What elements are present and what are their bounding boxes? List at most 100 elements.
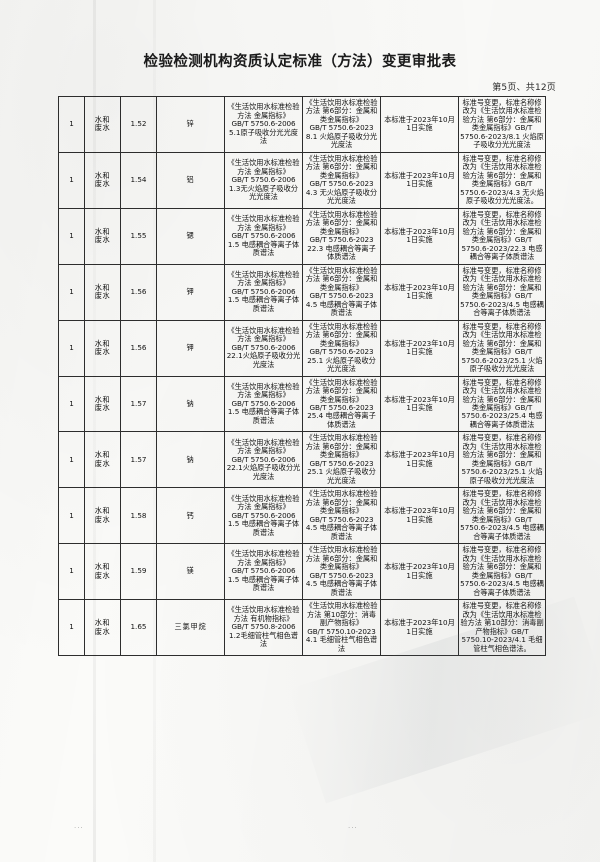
cell-parameter: 钾 — [156, 263, 225, 321]
cell-code: 1.56 — [120, 319, 157, 377]
old-standard-code: GB/T 5750.6-2006 — [231, 119, 296, 129]
new-standard-name: 《生活饮用水标准检验方法 第6部分：金属和类金属指标》 — [305, 377, 378, 404]
standards-change-table-wrap: 1 水和 废水 1.52 锌《生活饮用水标准检验方法 金属指标》 GB/T 5750.6-… — [58, 96, 546, 657]
bottom-smudge-center: ··· — [348, 824, 358, 832]
cell-seq: 1 — [58, 263, 85, 321]
cell-change-remark: 标准号变更，标准名称修改为《生活饮用水标准检验方法 第6部分：金属和类金属指标》… — [458, 431, 546, 489]
cell-parameter: 镁 — [156, 543, 225, 601]
cell-parameter: 钾 — [156, 319, 225, 377]
cell-implementation-date: 本标准于2023年10月1日实施 — [380, 263, 459, 321]
page-number-label: 第5页、共12页 — [492, 83, 556, 93]
cell-code: 1.57 — [120, 375, 157, 433]
old-standard-code: GB/T 5750.6-2006 — [231, 286, 296, 296]
old-standard-name: 《生活饮用水标准检验方法 金属指标》 — [227, 437, 300, 456]
cell-old-standard: 《生活饮用水标准检验方法 金属指标》 GB/T 5750.6-2006 1.5 电感… — [224, 263, 303, 321]
cell-code: 1.58 — [120, 487, 157, 545]
new-standard-code: GB/T 5750.10-2023 — [307, 626, 376, 636]
cell-code: 1.55 — [120, 207, 157, 265]
table-row: 1 水和 废水 1.54 铝《生活饮用水标准检验方法 金属指标》 GB/T 5750.6-… — [58, 151, 546, 209]
cell-old-standard: 《生活饮用水标准检验方法 金属指标》 GB/T 5750.6-2006 1.3无火焰… — [224, 151, 303, 209]
cell-implementation-date: 本标准于2023年10月1日实施 — [380, 431, 459, 489]
old-standard-code: GB/T 5750.6-2006 — [231, 566, 296, 576]
cell-old-standard: 《生活饮用水标准检验方法 金属指标》 GB/T 5750.6-2006 1.5 电感… — [224, 543, 303, 601]
cell-new-standard: 《生活饮用水标准检验方法 第10部分：消毒副产物指标》 GB/T 5750.10-… — [302, 599, 381, 657]
cell-change-remark: 标准号变更，标准名称修改为《生活饮用水标准检验方法 第6部分：金属和类金属指标》… — [458, 207, 546, 265]
cell-code: 1.54 — [120, 151, 157, 209]
new-standard-code: GB/T 5750.6-2023 — [309, 514, 374, 524]
cell-new-standard: 《生活饮用水标准检验方法 第6部分：金属和类金属指标》 GB/T 5750.6-2… — [302, 96, 381, 153]
cell-matrix: 水和 废水 — [84, 543, 121, 601]
table-body: 1 水和 废水 1.52 锌《生活饮用水标准检验方法 金属指标》 GB/T 5750.6-… — [58, 96, 546, 657]
cell-code: 1.56 — [120, 263, 157, 321]
new-standard-name: 《生活饮用水标准检验方法 第6部分：金属和类金属指标》 — [305, 265, 378, 292]
new-standard-code: GB/T 5750.6-2023 — [309, 123, 374, 133]
old-standard-name: 《生活饮用水标准检验方法 金属指标》 — [227, 325, 300, 344]
new-standard-clause: 25.1 火焰原子吸收分光光度法 — [307, 467, 376, 485]
cell-old-standard: 《生活饮用水标准检验方法 金属指标》 GB/T 5750.6-2006 5.1原子吸… — [224, 96, 303, 153]
cell-matrix: 水和 废水 — [84, 263, 121, 321]
table-row: 1 水和 废水 1.55 锶《生活饮用水标准检验方法 金属指标》 GB/T 5750.6-… — [58, 207, 546, 265]
cell-old-standard: 《生活饮用水标准检验方法 金属指标》 GB/T 5750.6-2006 1.5 电感… — [224, 487, 303, 545]
cell-change-remark: 标准号变更，标准名称修改为《生活饮用水标准检验方法 第6部分：金属和类金属指标》… — [458, 487, 546, 545]
cell-code: 1.59 — [120, 543, 157, 601]
standards-change-table: 1 水和 废水 1.52 锌《生活饮用水标准检验方法 金属指标》 GB/T 5750.6-… — [58, 96, 546, 657]
new-standard-clause: 4.1 毛细管柱气相色谱法 — [305, 635, 378, 653]
new-standard-code: GB/T 5750.6-2023 — [309, 570, 374, 580]
new-standard-code: GB/T 5750.6-2023 — [309, 347, 374, 357]
cell-seq: 1 — [58, 207, 85, 265]
table-row: 1 水和 废水 1.56 钾《生活饮用水标准检验方法 金属指标》 GB/T 5750.6-… — [58, 319, 546, 377]
cell-new-standard: 《生活饮用水标准检验方法 第6部分：金属和类金属指标》 GB/T 5750.6-2… — [302, 543, 381, 601]
cell-seq: 1 — [58, 375, 85, 433]
old-standard-clause: 1.5 电感耦合等离子体质谱法 — [227, 295, 300, 313]
new-standard-code: GB/T 5750.6-2023 — [309, 458, 374, 468]
new-standard-name: 《生活饮用水标准检验方法 第6部分：金属和类金属指标》 — [305, 98, 378, 124]
cell-seq: 1 — [58, 96, 85, 153]
old-standard-clause: 22.1火焰原子吸收分光光度法 — [226, 351, 301, 369]
cell-parameter: 锌 — [156, 96, 225, 153]
new-standard-clause: 4.5 电感耦合等离子体质谱法 — [305, 299, 378, 318]
old-standard-clause: 1.2毛细管柱气相色谱法 — [229, 630, 298, 649]
cell-matrix: 水和 废水 — [84, 599, 121, 657]
cell-matrix: 水和 废水 — [84, 151, 121, 209]
old-standard-name: 《生活饮用水标准检验方法 金属指标》 — [227, 549, 300, 567]
new-standard-name: 《生活饮用水标准检验方法 第6部分：金属和类金属指标》 — [305, 433, 378, 460]
cell-implementation-date: 本标准于2023年10月1日实施 — [380, 151, 459, 209]
new-standard-clause: 8.1 火焰原子吸收分光光度法 — [305, 131, 378, 150]
old-standard-clause: 22.1火焰原子吸收分光光度法 — [226, 463, 301, 481]
cell-old-standard: 《生活饮用水标准检验方法 金属指标》 GB/T 5750.6-2006 1.5 电感… — [224, 207, 303, 265]
cell-old-standard: 《生活饮用水标准检验方法 金属指标》 GB/T 5750.6-2006 1.5 电感… — [224, 375, 303, 433]
cell-change-remark: 标准号变更，标准名称修改为《生活饮用水标准检验方法 第6部分：金属和类金属指标》… — [458, 263, 546, 321]
new-standard-name: 《生活饮用水标准检验方法 第6部分：金属和类金属指标》 — [305, 153, 378, 180]
new-standard-name: 《生活饮用水标准检验方法 第10部分：消毒副产物指标》 — [305, 601, 378, 628]
cell-code: 1.52 — [120, 96, 157, 153]
cell-new-standard: 《生活饮用水标准检验方法 第6部分：金属和类金属指标》 GB/T 5750.6-2… — [302, 151, 381, 209]
new-standard-code: GB/T 5750.6-2023 — [309, 402, 374, 412]
old-standard-name: 《生活饮用水标准检验方法 金属指标》 — [227, 102, 300, 120]
cell-matrix: 水和 废水 — [84, 487, 121, 545]
page-title: 检验检测机构资质认定标准（方法）变更审批表 — [143, 54, 457, 70]
table-row: 1 水和 废水 1.65 三氯甲烷 《生活饮用水标准检验方法 有机物指标》 GB/T 575… — [58, 599, 546, 657]
new-standard-name: 《生活饮用水标准检验方法 第6部分：金属和类金属指标》 — [305, 545, 378, 572]
new-standard-clause: 4.3 无火焰原子吸收分光光度法 — [305, 187, 378, 206]
old-standard-clause: 1.3无火焰原子吸收分光光度法 — [229, 183, 298, 202]
cell-implementation-date: 本标准于2023年10月1日实施 — [380, 207, 459, 265]
new-standard-clause: 4.5 电感耦合等离子体质谱法 — [305, 523, 378, 541]
cell-parameter: 三氯甲烷 — [156, 599, 225, 657]
old-standard-name: 《生活饮用水标准检验方法 金属指标》 — [227, 214, 300, 232]
cell-seq: 1 — [58, 151, 85, 209]
cell-parameter: 钠 — [156, 375, 225, 433]
new-standard-code: GB/T 5750.6-2023 — [309, 179, 374, 189]
old-standard-code: GB/T 5750.6-2006 — [231, 175, 296, 185]
cell-parameter: 钠 — [156, 431, 225, 489]
cell-parameter: 钙 — [156, 487, 225, 545]
cell-new-standard: 《生活饮用水标准检验方法 第6部分：金属和类金属指标》 GB/T 5750.6-2… — [302, 431, 381, 489]
new-standard-clause: 22.3 电感耦合等离子体质谱法 — [307, 243, 376, 262]
new-standard-name: 《生活饮用水标准检验方法 第6部分：金属和类金属指标》 — [305, 209, 378, 236]
cell-seq: 1 — [58, 487, 85, 545]
cell-seq: 1 — [58, 543, 85, 601]
old-standard-clause: 1.5 电感耦合等离子体质谱法 — [227, 239, 300, 257]
cell-change-remark: 标准号变更，标准名称修改为《生活饮用水标准检验方法 第10部分：消毒副产物指标》… — [458, 599, 546, 657]
old-standard-name: 《生活饮用水标准检验方法 金属指标》 — [227, 493, 300, 512]
cell-new-standard: 《生活饮用水标准检验方法 第6部分：金属和类金属指标》 GB/T 5750.6-2… — [302, 207, 381, 265]
